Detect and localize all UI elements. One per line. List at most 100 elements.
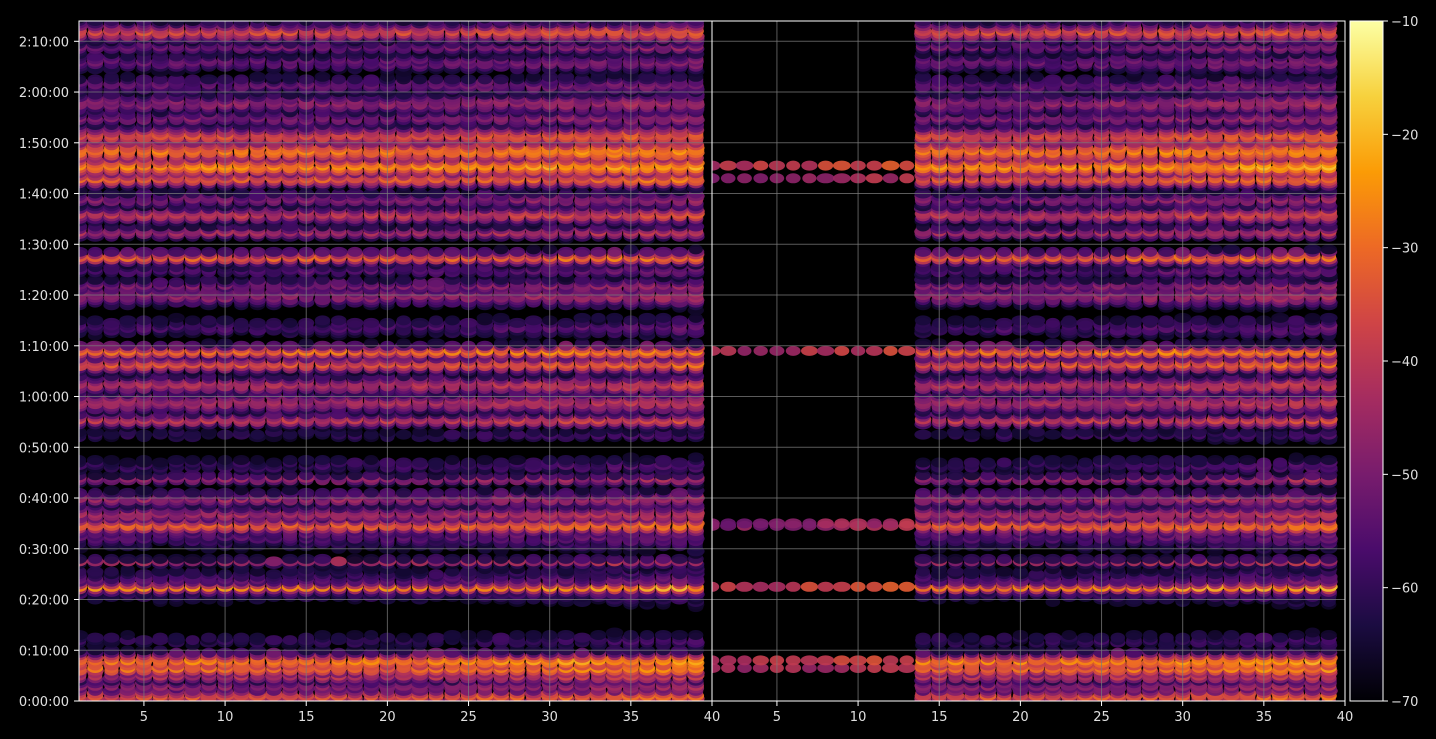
data-cell <box>313 553 332 564</box>
data-cell <box>590 630 607 640</box>
data-cell <box>557 630 575 640</box>
data-cell <box>152 487 168 498</box>
data-cell <box>282 455 298 465</box>
data-cell <box>118 457 137 468</box>
data-cell <box>201 632 217 643</box>
data-cell <box>346 553 364 564</box>
data-cell <box>86 455 104 465</box>
data-cell <box>655 455 672 465</box>
data-cell <box>331 632 347 643</box>
data-cell <box>557 553 575 564</box>
data-cell <box>167 553 185 564</box>
data-cell <box>493 553 509 564</box>
data-cell <box>86 566 104 577</box>
data-cell <box>443 630 462 640</box>
data-cell <box>201 553 217 564</box>
data-cell <box>87 315 104 326</box>
data-cell <box>249 632 266 643</box>
data-cell <box>315 487 330 498</box>
data-cell <box>201 315 217 326</box>
data-cell <box>167 487 185 498</box>
data-cell <box>250 429 265 440</box>
data-cell <box>233 455 250 465</box>
data-cell <box>525 553 542 564</box>
data-cell <box>410 317 429 328</box>
data-cell <box>249 487 266 498</box>
data-cell <box>606 312 624 323</box>
data-cell <box>314 315 331 326</box>
data-cell <box>185 635 200 646</box>
data-cell <box>395 429 412 440</box>
data-cell <box>118 487 137 498</box>
data-cell <box>525 630 542 640</box>
data-cell <box>509 553 525 564</box>
data-cell <box>396 338 411 349</box>
data-cell <box>363 487 379 498</box>
data-cell <box>233 632 250 643</box>
data-cell <box>427 647 445 658</box>
data-cell <box>670 457 689 468</box>
data-cell <box>330 315 347 326</box>
data-cell <box>573 632 591 643</box>
data-cell <box>151 457 169 468</box>
data-cell <box>88 553 103 564</box>
data-cell <box>428 487 444 498</box>
data-cell <box>249 317 266 328</box>
data-cell <box>151 315 169 326</box>
data-cell <box>199 487 218 498</box>
data-cell <box>79 553 87 564</box>
data-cell <box>605 553 624 564</box>
data-cell <box>79 566 87 577</box>
data-cell <box>557 317 575 328</box>
data-cell <box>395 487 412 498</box>
data-cell <box>265 569 282 580</box>
data-cell <box>492 457 510 468</box>
data-cell <box>152 277 169 288</box>
data-cell <box>184 315 201 326</box>
data-cell <box>655 553 671 564</box>
data-cell <box>427 632 446 643</box>
data-cell <box>412 632 428 643</box>
data-cell <box>265 556 283 567</box>
data-cell <box>364 338 379 349</box>
data-cell <box>573 553 591 564</box>
data-cell <box>429 315 444 326</box>
data-cell <box>574 455 591 465</box>
data-cell <box>103 455 120 465</box>
data-cell <box>104 566 119 577</box>
data-cell <box>444 487 461 498</box>
data-cell <box>443 429 462 440</box>
data-cell <box>168 312 185 323</box>
data-cell <box>151 566 170 577</box>
data-cell <box>687 452 704 463</box>
data-cell <box>152 632 168 643</box>
data-cell <box>330 556 347 567</box>
data-cell <box>234 317 249 328</box>
data-cell <box>476 312 493 323</box>
data-cell <box>282 553 298 564</box>
data-cell <box>557 487 575 498</box>
data-cell <box>330 455 348 465</box>
data-cell <box>103 485 120 496</box>
data-cell <box>654 630 672 640</box>
data-cell <box>492 632 510 643</box>
data-cell <box>688 630 704 640</box>
data-cell <box>201 647 217 658</box>
data-cell <box>412 457 428 468</box>
data-cell <box>589 553 607 564</box>
data-cell <box>249 566 266 577</box>
data-cell <box>671 553 688 564</box>
data-cell <box>524 315 543 326</box>
data-cell <box>79 630 88 640</box>
data-cell <box>591 312 606 323</box>
data-cell <box>364 455 379 465</box>
data-cell <box>575 647 590 658</box>
data-cell <box>265 635 283 646</box>
data-cell <box>444 315 460 326</box>
data-cell <box>167 455 186 465</box>
data-cell <box>185 566 200 577</box>
data-cell <box>314 455 331 465</box>
data-cell <box>640 553 655 564</box>
data-cell <box>102 317 121 328</box>
